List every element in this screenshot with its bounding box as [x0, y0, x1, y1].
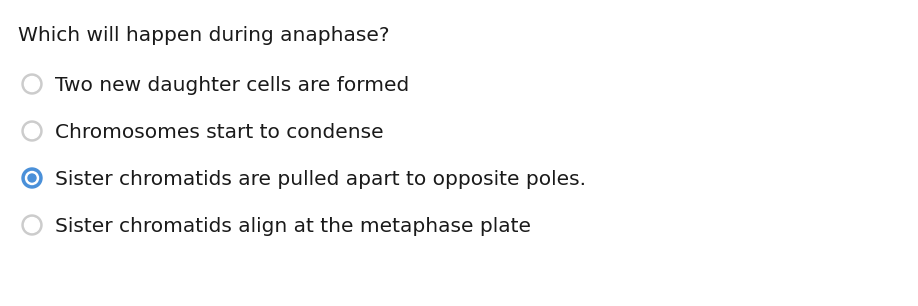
Circle shape [26, 171, 39, 185]
Circle shape [22, 74, 42, 94]
Text: Two new daughter cells are formed: Two new daughter cells are formed [55, 76, 409, 95]
Circle shape [25, 124, 39, 139]
Circle shape [22, 168, 42, 188]
Text: Chromosomes start to condense: Chromosomes start to condense [55, 123, 384, 142]
Circle shape [25, 218, 39, 233]
Text: Which will happen during anaphase?: Which will happen during anaphase? [18, 26, 389, 45]
Circle shape [22, 121, 42, 141]
Circle shape [25, 76, 39, 91]
Circle shape [28, 174, 36, 182]
Circle shape [22, 215, 42, 235]
Text: Sister chromatids align at the metaphase plate: Sister chromatids align at the metaphase… [55, 217, 531, 236]
Text: Sister chromatids are pulled apart to opposite poles.: Sister chromatids are pulled apart to op… [55, 170, 586, 189]
